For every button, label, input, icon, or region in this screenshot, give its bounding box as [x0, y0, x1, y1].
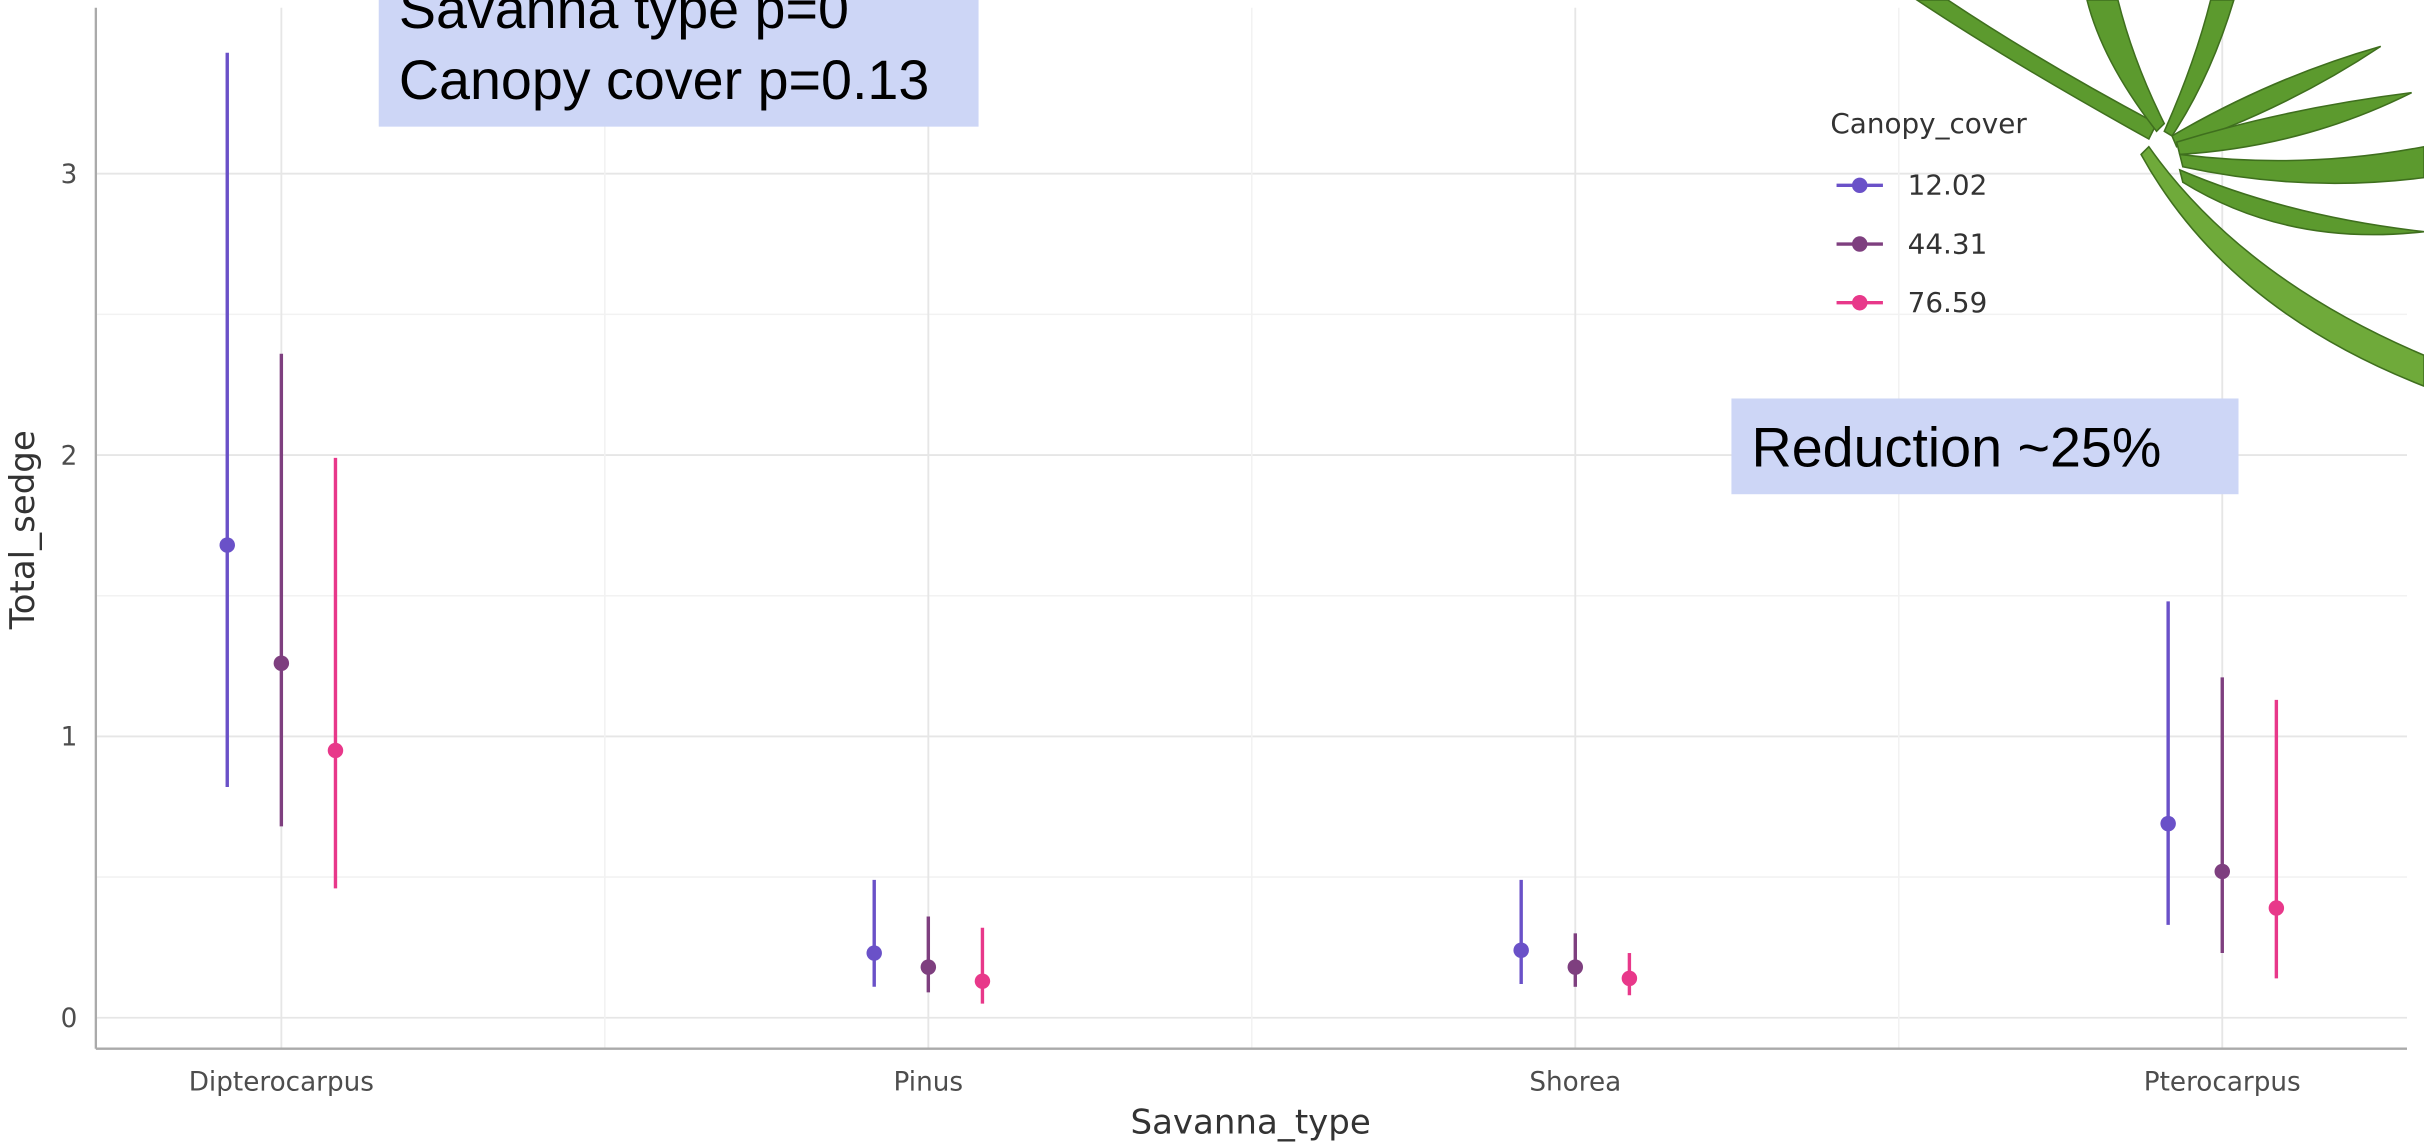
page: {"chart_data":{"type":"pointrange","x_la…	[0, 0, 2424, 1146]
point	[2160, 816, 2175, 831]
marks: 0 1 2 3 Dipterocarpus Pinus Shorea Pterocarpus	[61, 53, 2301, 1098]
x-axis-title: Savanna_type	[1131, 1103, 1371, 1143]
x-tick-label: Dipterocarpus	[189, 1067, 374, 1097]
point	[2269, 900, 2284, 915]
plant-image	[1917, 0, 2424, 386]
x-tick-label: Pterocarpus	[2144, 1067, 2301, 1097]
legend-label: 44.31	[1908, 227, 1988, 260]
annotation: Canopy cover p=0.13	[399, 49, 929, 111]
y-tick-label: 3	[61, 160, 78, 190]
legend-point	[1852, 295, 1867, 310]
grid	[96, 8, 2407, 1049]
point	[1513, 943, 1528, 958]
legend-point	[1852, 236, 1867, 251]
point	[921, 959, 936, 974]
annotation: Reduction ~25%	[1752, 416, 2162, 478]
y-tick-label: 2	[61, 441, 78, 471]
point	[274, 656, 289, 671]
legend-point	[1852, 178, 1867, 193]
point	[975, 973, 990, 988]
point	[2215, 864, 2230, 879]
y-axis-title: Total_sedge	[3, 430, 43, 630]
chart: 0123DipterocarpusPinusShoreaPterocarpus …	[0, 0, 2424, 1146]
point	[1568, 959, 1583, 974]
legend-label: 76.59	[1908, 286, 1988, 319]
point	[1622, 971, 1637, 986]
point	[328, 743, 343, 758]
legend-title: Canopy_cover	[1830, 107, 2027, 140]
y-tick-label: 1	[61, 723, 78, 753]
point	[866, 945, 881, 960]
point	[220, 537, 235, 552]
annotation: Savanna type p=0	[399, 0, 849, 40]
x-tick-label: Shorea	[1529, 1067, 1621, 1097]
legend: Canopy_cover 12.02 44.31 76.59	[1830, 107, 2027, 319]
y-tick-label: 0	[61, 1004, 78, 1034]
legend-label: 12.02	[1908, 169, 1988, 202]
x-tick-label: Pinus	[894, 1067, 964, 1097]
